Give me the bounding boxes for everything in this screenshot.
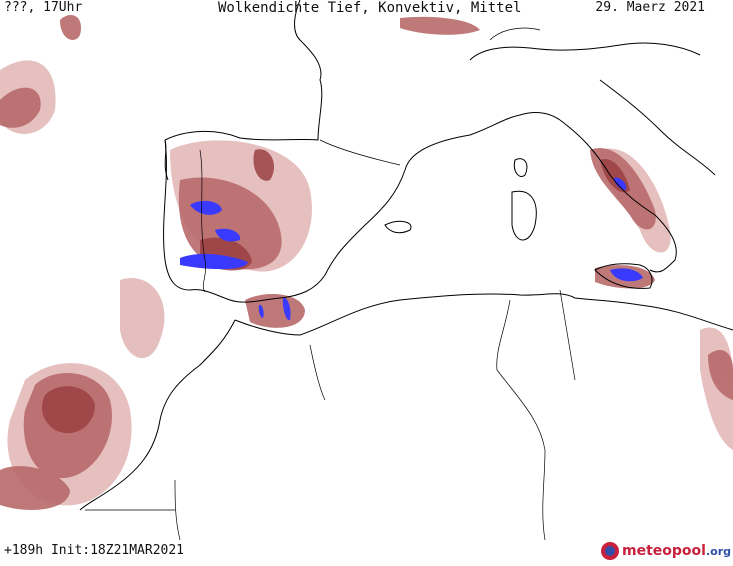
logo-main-text: meteopool: [622, 543, 706, 559]
meteopool-logo-icon: [601, 542, 619, 560]
meteopool-logo[interactable]: meteopool .org: [601, 542, 731, 560]
map-title: Wolkendichte Tief, Konvektiv, Mittel: [218, 0, 522, 16]
forecast-date: 29. Maerz 2021: [595, 0, 705, 15]
borders: [85, 27, 576, 541]
convective-cloud-layer: [180, 177, 643, 321]
map-footer: +189h Init:18Z21MAR2021 meteopool .org: [0, 540, 733, 566]
logo-tld-text: .org: [705, 544, 731, 558]
run-info-label: +189h Init:18Z21MAR2021: [4, 543, 185, 558]
map-header: ???, 17Uhr Wolkendichte Tief, Konvektiv,…: [0, 0, 733, 20]
valid-time-label: ???, 17Uhr: [4, 0, 83, 15]
coastlines: [79, 0, 733, 511]
